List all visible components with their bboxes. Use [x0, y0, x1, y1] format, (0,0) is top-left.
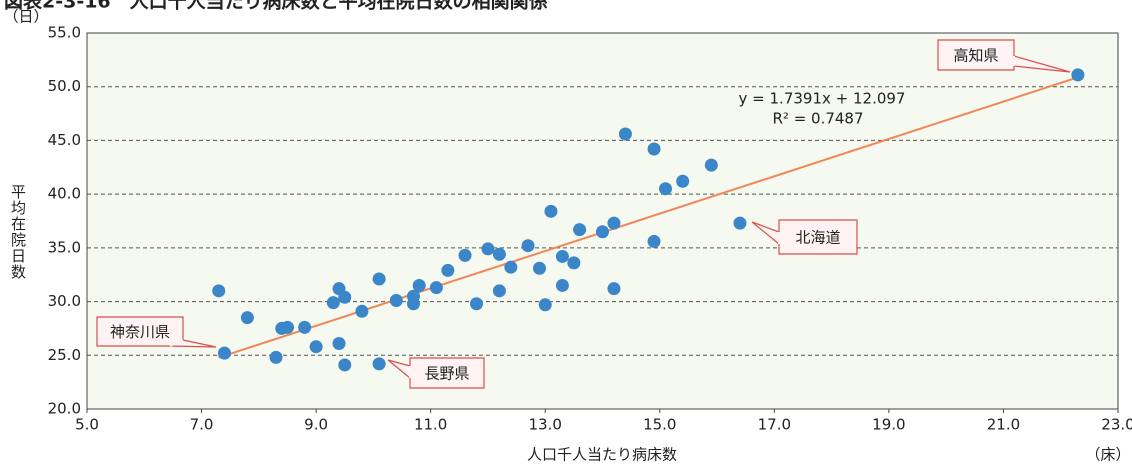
x-unit: （床）	[1085, 446, 1130, 464]
point	[607, 216, 621, 230]
y-axis-label: 平均在院日数	[9, 184, 27, 280]
point	[596, 225, 609, 239]
callout-pointer	[751, 221, 780, 245]
x-tick-label: 21.0	[987, 416, 1020, 434]
point	[338, 290, 352, 304]
point	[567, 256, 581, 270]
callout-cover	[169, 339, 184, 347]
point	[544, 204, 558, 218]
point	[733, 216, 747, 230]
y-tick-label: 30.0	[48, 292, 81, 310]
point	[647, 142, 661, 156]
y-tick-label: 50.0	[48, 77, 81, 95]
point	[469, 297, 483, 311]
point	[532, 261, 546, 275]
x-tick-label: 9.0	[304, 416, 328, 434]
point	[406, 297, 420, 311]
point	[372, 272, 386, 286]
point	[355, 304, 369, 318]
trend-equation: y = 1.7391x + 12.097	[739, 90, 906, 108]
point	[504, 260, 518, 274]
point	[269, 350, 283, 364]
y-tick-label: 25.0	[48, 346, 81, 364]
x-tick-label: 13.0	[529, 416, 562, 434]
callout-pointer	[1013, 55, 1071, 73]
x-tick-label: 23.0	[1101, 416, 1132, 434]
point	[332, 336, 346, 350]
y-tick-label: 35.0	[48, 238, 81, 256]
point	[676, 174, 690, 188]
point	[647, 234, 661, 248]
point	[309, 340, 323, 354]
x-tick-label: 7.0	[190, 416, 214, 434]
point	[298, 320, 312, 334]
x-tick-label: 15.0	[643, 416, 676, 434]
point	[389, 293, 403, 307]
point	[217, 346, 231, 360]
point	[555, 278, 569, 292]
point	[412, 278, 426, 292]
plot-area	[86, 32, 1119, 410]
point	[441, 263, 455, 277]
point	[573, 223, 587, 237]
chart-title: 図表2-3-16 人口千人当たり病床数と平均在院日数の相関関係	[4, 0, 548, 13]
x-axis-label: 人口千人当たり病床数	[527, 446, 677, 464]
callout-label: 高知県	[953, 47, 998, 65]
x-tick-label: 19.0	[872, 416, 905, 434]
y-tick-label: 20.0	[48, 400, 81, 418]
point	[659, 182, 673, 196]
callout-pointer	[387, 359, 411, 379]
point	[481, 242, 495, 256]
point	[492, 284, 506, 298]
point	[212, 284, 226, 298]
point	[618, 127, 632, 141]
y-tick-label: 45.0	[48, 131, 81, 149]
point	[538, 298, 552, 312]
y-tick-label: 55.0	[48, 24, 81, 42]
callout-label: 長野県	[424, 365, 469, 383]
point	[492, 247, 506, 261]
point	[1071, 68, 1085, 82]
point	[280, 320, 294, 334]
point	[338, 358, 352, 372]
point	[240, 311, 254, 325]
callout-label: 神奈川県	[110, 323, 170, 341]
point	[607, 282, 621, 296]
y-unit: （日）	[3, 8, 48, 26]
x-tick-label: 11.0	[414, 416, 447, 434]
x-tick-label: 5.0	[75, 416, 99, 434]
point	[372, 357, 386, 371]
point	[521, 239, 535, 253]
callout-box	[937, 39, 1015, 71]
point	[704, 158, 718, 172]
y-tick-label: 40.0	[48, 185, 81, 203]
point	[429, 281, 443, 295]
callout-label: 北海道	[795, 229, 840, 247]
point	[458, 248, 472, 262]
point	[555, 249, 569, 263]
trend-r2: R² = 0.7487	[772, 110, 863, 128]
point	[326, 296, 340, 310]
x-tick-label: 17.0	[758, 416, 791, 434]
